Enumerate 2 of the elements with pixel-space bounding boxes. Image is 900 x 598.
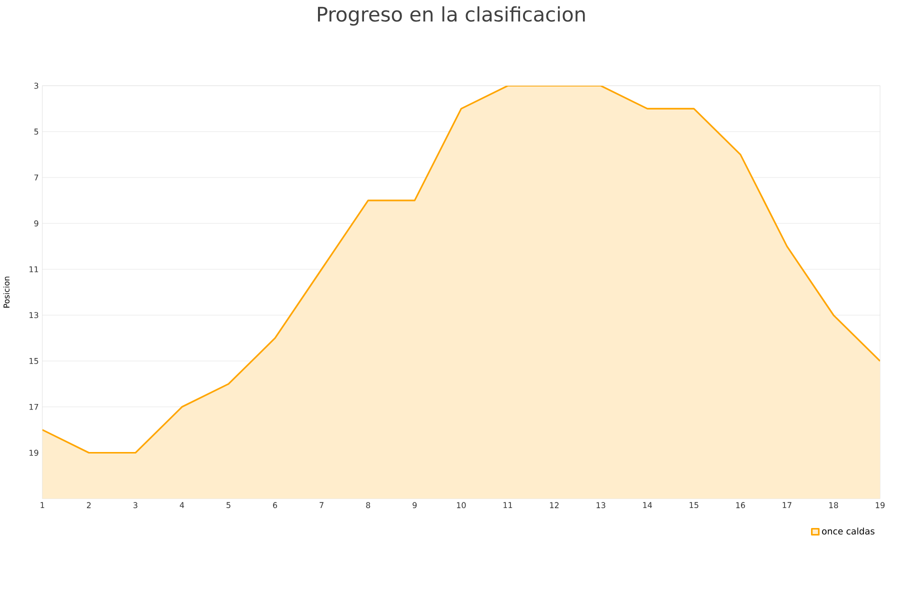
chart-title: Progreso en la clasificacion — [318, 6, 585, 26]
legend-label: once caldas — [822, 527, 874, 534]
